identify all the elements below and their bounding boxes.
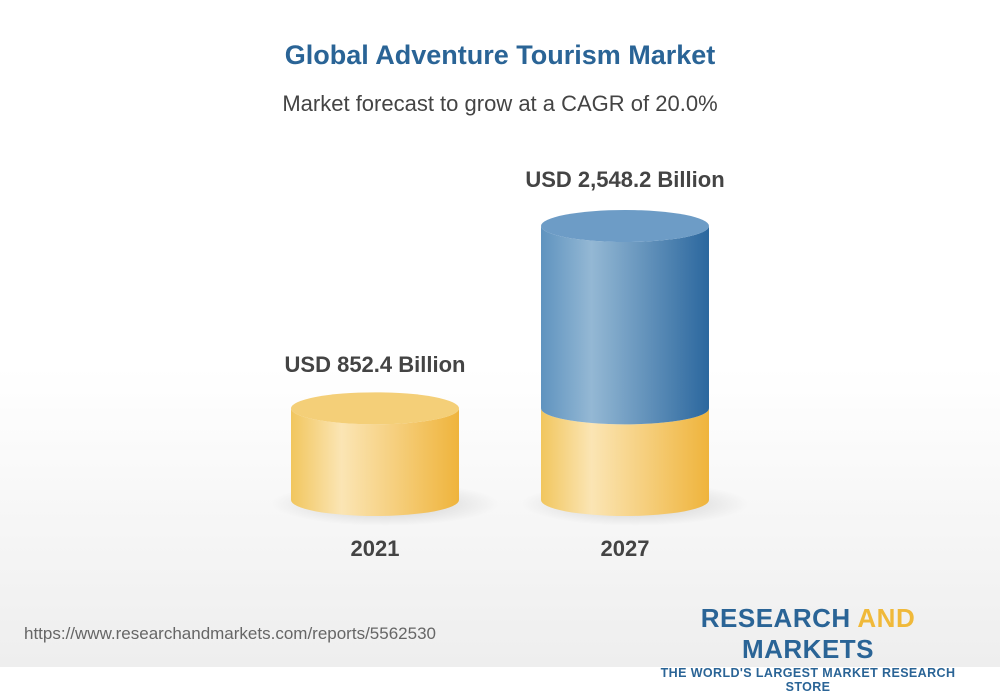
bar-base-2021 <box>291 408 459 516</box>
bar-top-2027 <box>541 210 709 242</box>
x-tick-2021: 2021 <box>351 536 400 561</box>
research-and-markets-logo: RESEARCH AND MARKETS THE WORLD'S LARGEST… <box>660 603 956 694</box>
bar-top-2021 <box>291 392 459 425</box>
source-url[interactable]: https://www.researchandmarkets.com/repor… <box>24 624 436 643</box>
data-label-2021: USD 852.4 Billion <box>285 352 466 377</box>
bar-base-2027 <box>541 408 709 516</box>
data-label-2027: USD 2,548.2 Billion <box>525 167 724 192</box>
x-tick-2027: 2027 <box>601 536 650 561</box>
chart-subtitle: Market forecast to grow at a CAGR of 20.… <box>282 91 718 116</box>
chart-title: Global Adventure Tourism Market <box>284 40 716 70</box>
bar-growth-2027 <box>541 226 709 425</box>
cylinder-chart: USD 852.4 Billion USD 2,548.2 Billion 20… <box>271 167 749 561</box>
